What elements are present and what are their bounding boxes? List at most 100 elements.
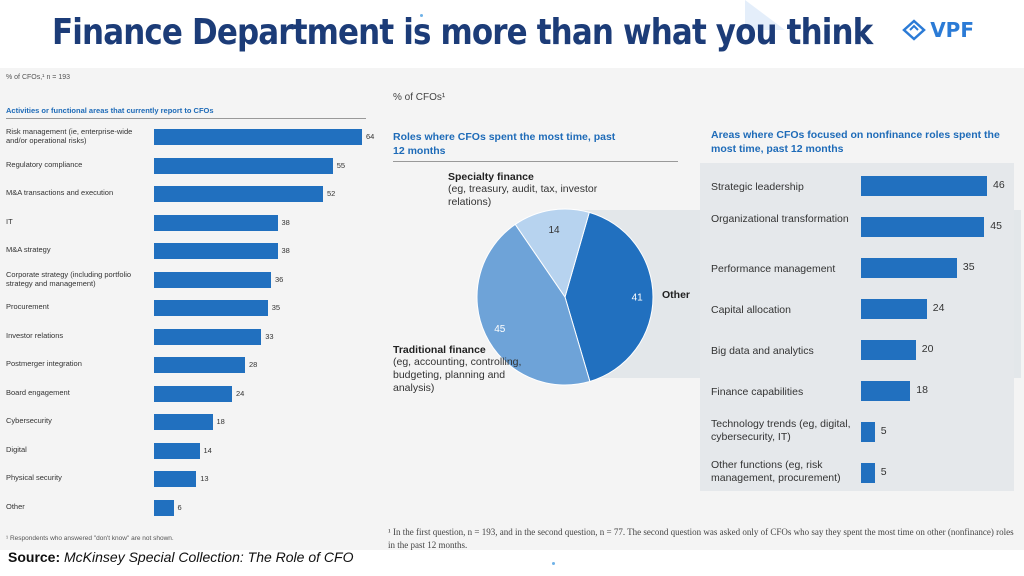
left-bar xyxy=(154,157,333,174)
left-bar xyxy=(154,414,213,430)
left-bar-label: M&A strategy xyxy=(6,245,51,254)
left-bar-label: Postmerger integration xyxy=(6,359,82,368)
decorative-triangle xyxy=(745,0,785,30)
left-chart-meta: % of CFOs,¹ n = 193 xyxy=(6,74,70,81)
logo-text: VPF xyxy=(930,18,974,42)
right-bar-label: Big data and analytics xyxy=(711,345,814,357)
left-bar-value: 14 xyxy=(203,445,212,455)
left-bar xyxy=(154,300,268,316)
pie-value-label: 45 xyxy=(494,324,506,335)
middle-chart-meta: % of CFOs¹ xyxy=(393,92,446,103)
source-prefix: Source: xyxy=(8,549,61,565)
left-bar-row: Corporate strategy (including portfolio … xyxy=(6,267,376,295)
pie-value-label: 14 xyxy=(548,225,560,236)
left-bar-label: Corporate strategy (including portfolio … xyxy=(6,269,132,288)
left-bar-value: 33 xyxy=(265,331,274,341)
pie-slice-other xyxy=(564,211,654,383)
left-chart-heading: Activities or functional areas that curr… xyxy=(6,106,214,115)
left-bar-row: Other 6 xyxy=(6,495,376,523)
specialty-finance-desc: (eg, treasury, audit, tax, investor rela… xyxy=(448,183,598,208)
right-bar-label: Strategic leadership xyxy=(711,181,804,193)
left-bar-row: Procurement 35 xyxy=(6,295,376,323)
left-bar xyxy=(154,442,200,459)
decorative-dot xyxy=(420,14,423,17)
left-bar-label: Investor relations xyxy=(6,330,64,340)
right-bar-value: 18 xyxy=(916,384,928,396)
right-bar-label: Performance management xyxy=(711,263,836,275)
left-bar-label: Regulatory compliance xyxy=(6,159,83,169)
left-bar-value: 18 xyxy=(216,417,225,426)
right-bar xyxy=(861,340,916,360)
left-bar-label: Cybersecurity xyxy=(6,416,52,425)
left-bar-value: 55 xyxy=(336,160,346,170)
left-bar-value: 64 xyxy=(366,132,375,141)
right-bar-value: 35 xyxy=(962,261,975,273)
left-bar-row: M&A strategy 38 xyxy=(6,238,376,266)
left-bar-row: Regulatory compliance 55 xyxy=(6,153,376,181)
pie-slice-specialty-finance xyxy=(514,208,590,299)
right-bar-label: Capital allocation xyxy=(711,304,791,316)
left-bar-row: Digital 14 xyxy=(6,438,376,466)
left-bar-value: 38 xyxy=(281,246,290,255)
left-bar xyxy=(154,471,197,487)
left-bar xyxy=(154,186,323,202)
right-bar xyxy=(861,381,911,401)
traditional-finance-desc: (eg, accounting, controlling, budgeting,… xyxy=(393,356,522,394)
left-bar-value: 28 xyxy=(249,360,258,369)
left-bar-label: Procurement xyxy=(6,302,49,311)
left-footnote: ¹ Respondents who answered "don't know" … xyxy=(6,535,174,542)
right-bar-row: Strategic leadership 46 xyxy=(711,170,1011,206)
left-bar-row: Risk management (ie, enterprise-wide and… xyxy=(6,124,376,152)
left-bar-row: Postmerger integration 28 xyxy=(6,352,376,380)
right-bar-label: Other functions (eg, risk management, pr… xyxy=(711,459,841,484)
pie-value-label: 41 xyxy=(632,293,644,304)
right-bar-value: 20 xyxy=(921,343,934,355)
right-bar xyxy=(861,299,927,319)
right-bar-row: Technology trends (eg, digital, cybersec… xyxy=(711,416,1011,452)
right-bar-value: 45 xyxy=(990,220,1002,232)
pie-slice-traditional-finance xyxy=(476,223,591,386)
left-bar-label: Board engagement xyxy=(6,387,70,397)
right-bar xyxy=(861,258,957,278)
left-bar-row: Investor relations 33 xyxy=(6,324,376,352)
right-bar-row: Big data and analytics 20 xyxy=(711,334,1011,370)
specialty-finance-label: Specialty finance xyxy=(448,171,534,183)
left-bar-value: 52 xyxy=(327,189,336,198)
vpf-mark-icon xyxy=(902,19,927,41)
traditional-finance-label: Traditional finance xyxy=(393,344,486,356)
left-bar-value: 35 xyxy=(271,303,281,312)
left-bar-row: Physical security 13 xyxy=(6,466,376,494)
middle-chart-heading: Roles where CFOs spent the most time, pa… xyxy=(393,131,616,157)
right-bar xyxy=(861,422,875,442)
left-bar-label: Other xyxy=(6,501,25,511)
left-bar-label: Physical security xyxy=(6,473,62,482)
left-bar-value: 38 xyxy=(281,217,290,227)
left-bar xyxy=(154,129,362,145)
right-bar xyxy=(861,176,987,196)
right-bar-label: Organizational transformation xyxy=(711,213,849,225)
right-bar-label: Finance capabilities xyxy=(711,386,804,398)
left-bar-row: IT 38 xyxy=(6,210,376,238)
right-bar-value: 24 xyxy=(932,302,945,314)
other-label: Other xyxy=(662,289,691,301)
left-bar-label: IT xyxy=(6,216,13,226)
left-bar-value: 24 xyxy=(236,388,245,398)
decorative-dot xyxy=(552,562,555,565)
right-bar-row: Finance capabilities 18 xyxy=(711,375,1011,411)
page-title: Finance Department is more than what you… xyxy=(52,12,873,53)
left-bar-value: 36 xyxy=(275,274,284,284)
right-bar-value: 5 xyxy=(880,466,887,478)
traditional-finance-callout: Traditional finance (eg, accounting, con… xyxy=(393,344,543,395)
source-text: McKinsey Special Collection: The Role of… xyxy=(64,549,354,565)
left-bar-label: M&A transactions and execution xyxy=(6,188,114,197)
right-bar xyxy=(861,217,985,237)
right-chart-heading: Areas where CFOs focused on nonfinance r… xyxy=(711,129,1000,155)
left-bar-value: 6 xyxy=(177,502,182,512)
pie-chart: 41 45 14 xyxy=(476,208,654,386)
bottom-footnote: ¹ In the first question, n = 193, and in… xyxy=(388,527,1014,550)
left-chart-rule xyxy=(6,118,366,119)
right-bar-row: Other functions (eg, risk management, pr… xyxy=(711,457,1011,493)
right-bar-value: 46 xyxy=(993,179,1005,191)
middle-chart-rule xyxy=(393,161,678,162)
logo: VPF xyxy=(902,18,974,42)
